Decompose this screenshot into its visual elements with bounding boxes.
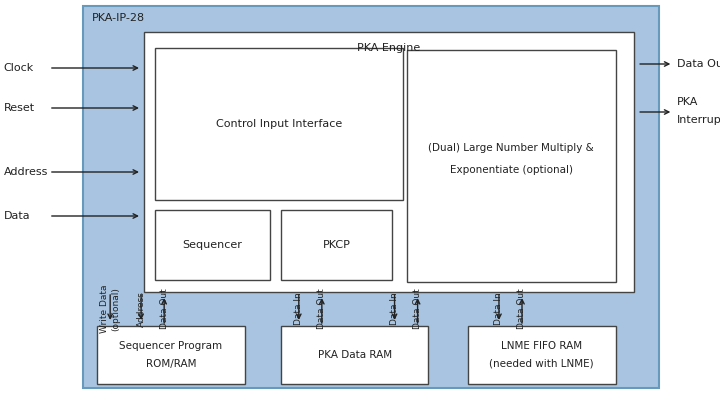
Text: Write Data
(optional): Write Data (optional) bbox=[101, 285, 120, 333]
Text: PKCP: PKCP bbox=[323, 240, 351, 250]
Text: Exponentiate (optional): Exponentiate (optional) bbox=[450, 165, 572, 175]
Bar bbox=[155, 210, 270, 280]
Bar bbox=[281, 210, 392, 280]
Text: (needed with LNME): (needed with LNME) bbox=[490, 359, 594, 369]
Text: Data In: Data In bbox=[294, 293, 303, 325]
Text: Data Out: Data Out bbox=[160, 289, 168, 329]
Text: Sequencer Program: Sequencer Program bbox=[120, 341, 222, 351]
Text: Data: Data bbox=[4, 211, 30, 221]
Text: (Dual) Large Number Multiply &: (Dual) Large Number Multiply & bbox=[428, 143, 594, 153]
Text: Data Out: Data Out bbox=[518, 289, 526, 329]
Bar bbox=[97, 326, 245, 384]
Text: Data Out: Data Out bbox=[677, 59, 720, 69]
Text: LNME FIFO RAM: LNME FIFO RAM bbox=[501, 341, 582, 351]
Bar bbox=[155, 48, 403, 200]
Text: PKA: PKA bbox=[677, 97, 698, 107]
Text: PKA-IP-28: PKA-IP-28 bbox=[91, 13, 145, 23]
Bar bbox=[144, 32, 634, 292]
Text: Data In: Data In bbox=[495, 293, 503, 325]
Text: PKA Engine: PKA Engine bbox=[357, 43, 420, 53]
Text: Address: Address bbox=[137, 291, 145, 327]
Text: Sequencer: Sequencer bbox=[182, 240, 243, 250]
Text: Clock: Clock bbox=[4, 63, 34, 73]
Text: Data In: Data In bbox=[390, 293, 399, 325]
Bar bbox=[83, 6, 659, 388]
Text: ROM/RAM: ROM/RAM bbox=[145, 359, 197, 369]
Text: Interrupts: Interrupts bbox=[677, 115, 720, 125]
Bar bbox=[281, 326, 428, 384]
Text: PKA Data RAM: PKA Data RAM bbox=[318, 350, 392, 360]
Text: Data Out: Data Out bbox=[413, 289, 422, 329]
Bar bbox=[407, 50, 616, 282]
Text: Control Input Interface: Control Input Interface bbox=[216, 119, 342, 129]
Text: Data Out: Data Out bbox=[318, 289, 326, 329]
Text: Address: Address bbox=[4, 167, 48, 177]
Bar bbox=[468, 326, 616, 384]
Text: Reset: Reset bbox=[4, 103, 35, 113]
